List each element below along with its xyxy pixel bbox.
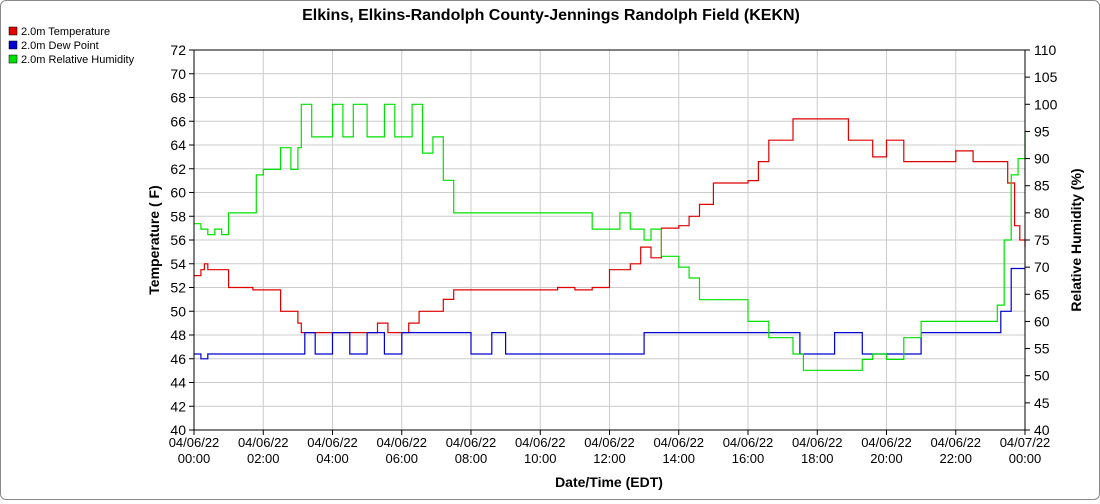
y2-tick-label: 65 xyxy=(1034,286,1050,302)
x-tick-time: 08:00 xyxy=(455,451,488,466)
x-tick-time: 02:00 xyxy=(247,451,280,466)
x-tick-date: 04/06/22 xyxy=(238,435,289,450)
legend-label: 2.0m Dew Point xyxy=(21,40,99,52)
x-tick-time: 20:00 xyxy=(870,451,903,466)
x-tick-date: 04/06/22 xyxy=(930,435,981,450)
y-tick-label: 66 xyxy=(170,113,186,129)
y-tick-label: 44 xyxy=(170,375,186,391)
y-tick-label: 54 xyxy=(170,256,186,272)
y2-tick-label: 70 xyxy=(1034,259,1050,275)
x-tick-time: 16:00 xyxy=(732,451,765,466)
x-tick-time: 00:00 xyxy=(178,451,211,466)
x-tick-time: 00:00 xyxy=(1009,451,1042,466)
x-tick-date: 04/06/22 xyxy=(723,435,774,450)
x-tick-time: 10:00 xyxy=(524,451,557,466)
x-tick-date: 04/06/22 xyxy=(515,435,566,450)
y-tick-label: 58 xyxy=(170,208,186,224)
legend-label: 2.0m Temperature xyxy=(21,26,110,38)
y-axis-title: Temperature ( F) xyxy=(146,185,162,294)
x-tick-time: 12:00 xyxy=(593,451,626,466)
y2-tick-label: 110 xyxy=(1034,42,1057,58)
y2-tick-label: 55 xyxy=(1034,341,1050,357)
axes: 04/06/2200:0004/06/2202:0004/06/2204:000… xyxy=(169,42,1058,466)
x-tick-date: 04/06/22 xyxy=(792,435,843,450)
y-tick-label: 72 xyxy=(170,42,186,58)
x-tick-time: 14:00 xyxy=(662,451,695,466)
legend-swatch xyxy=(8,26,18,36)
y2-tick-label: 45 xyxy=(1034,395,1050,411)
y2-tick-label: 90 xyxy=(1034,151,1050,167)
y-tick-label: 60 xyxy=(170,185,186,201)
y-tick-label: 42 xyxy=(170,398,186,414)
series-line-2-0m-temperature xyxy=(194,118,1026,334)
legend-swatch xyxy=(8,40,18,50)
y-tick-label: 70 xyxy=(170,66,186,82)
y2-tick-label: 85 xyxy=(1034,178,1050,194)
y-tick-label: 64 xyxy=(170,137,186,153)
x-tick-date: 04/06/22 xyxy=(169,435,220,450)
x-axis-title: Date/Time (EDT) xyxy=(555,474,663,490)
y2-tick-label: 40 xyxy=(1034,422,1050,438)
y-tick-label: 40 xyxy=(170,422,186,438)
x-tick-date: 04/06/22 xyxy=(307,435,358,450)
y2-tick-label: 100 xyxy=(1034,96,1058,112)
x-tick-time: 18:00 xyxy=(801,451,834,466)
y-tick-label: 68 xyxy=(170,90,186,106)
grid xyxy=(193,49,1026,431)
y2-tick-label: 60 xyxy=(1034,313,1050,329)
legend-label: 2.0m Relative Humidity xyxy=(21,54,135,66)
x-tick-date: 04/07/22 xyxy=(1000,435,1051,450)
y2-tick-label: 105 xyxy=(1034,69,1058,85)
plot-border xyxy=(193,49,1026,431)
x-tick-time: 06:00 xyxy=(385,451,418,466)
y2-axis-title: Relative Humidity (%) xyxy=(1068,168,1084,311)
x-tick-date: 04/06/22 xyxy=(376,435,427,450)
y-tick-label: 50 xyxy=(170,303,186,319)
series-line-2-0m-relative-humidity xyxy=(194,103,1026,371)
x-tick-date: 04/06/22 xyxy=(584,435,635,450)
chart-title: Elkins, Elkins-Randolph County-Jennings … xyxy=(302,7,800,24)
x-tick-time: 04:00 xyxy=(316,451,349,466)
y-tick-label: 46 xyxy=(170,351,186,367)
x-tick-time: 22:00 xyxy=(939,451,972,466)
x-tick-date: 04/06/22 xyxy=(653,435,704,450)
y-tick-label: 52 xyxy=(170,280,186,296)
x-tick-date: 04/06/22 xyxy=(446,435,497,450)
series-lines xyxy=(194,103,1026,371)
legend: 2.0m Temperature 2.0m Dew Point 2.0m Relat… xyxy=(8,26,135,66)
legend-swatch xyxy=(8,54,18,64)
y2-tick-label: 95 xyxy=(1034,123,1050,139)
y-tick-label: 48 xyxy=(170,327,186,343)
y2-tick-label: 80 xyxy=(1034,205,1050,221)
series-line-2-0m-dew-point xyxy=(194,267,1025,360)
y-tick-label: 56 xyxy=(170,232,186,248)
y2-tick-label: 75 xyxy=(1034,232,1050,248)
y2-tick-label: 50 xyxy=(1034,368,1050,384)
x-tick-date: 04/06/22 xyxy=(861,435,912,450)
y-tick-label: 62 xyxy=(170,161,186,177)
